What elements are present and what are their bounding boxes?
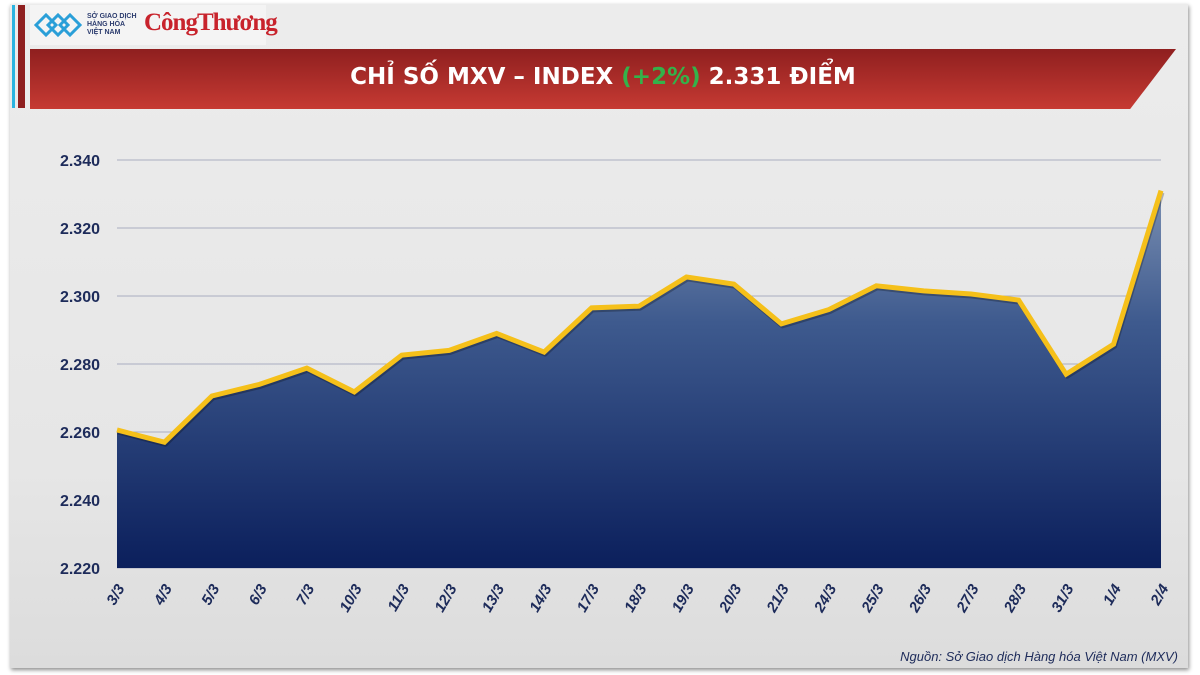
x-tick-label: 28/3 [1000,581,1030,616]
x-tick-label: 13/3 [479,581,509,615]
chart-title: CHỈ SỐ MXV – INDEX (+2%) 2.331 ĐIỂM [30,64,1176,90]
x-tick-label: 1/4 [1100,581,1125,608]
y-tick-label: 2.260 [60,425,100,442]
x-tick-label: 14/3 [526,581,556,615]
y-tick-label: 2.320 [60,221,100,238]
x-tick-label: 6/3 [246,581,271,608]
x-tick-label: 19/3 [669,581,699,615]
y-tick-label: 2.340 [60,153,100,170]
x-tick-label: 26/3 [905,581,935,616]
x-tick-label: 10/3 [336,581,366,615]
y-tick-label: 2.300 [60,289,100,306]
x-tick-label: 24/3 [810,581,840,616]
title-change: (+2%) [621,64,701,90]
title-suffix: 2.331 ĐIỂM [700,64,856,90]
mxv-logo-icon [34,12,83,38]
x-tick-label: 31/3 [1048,581,1078,615]
logo: SỞ GIAO DỊCH HÀNG HÓA VIỆT NAM CôngThươn… [30,5,278,45]
accent-bar-cyan [12,5,15,108]
y-tick-label: 2.240 [60,493,100,510]
x-tick-label: 21/3 [763,581,793,616]
x-tick-label: 17/3 [574,581,604,615]
x-tick-label: 2/4 [1147,581,1173,609]
x-tick-label: 27/3 [953,581,983,616]
y-tick-label: 2.220 [60,561,100,578]
source-note: Nguồn: Sở Giao dịch Hàng hóa Việt Nam (M… [900,649,1178,664]
x-tick-label: 20/3 [716,581,746,616]
x-tick-label: 4/3 [150,581,176,609]
y-tick-label: 2.280 [60,357,100,374]
title-prefix: CHỈ SỐ MXV – INDEX [350,64,622,90]
x-tick-label: 12/3 [431,581,461,615]
x-tick-label: 3/3 [103,581,128,608]
x-tick-label: 25/3 [858,581,888,616]
x-tick-label: 7/3 [293,581,318,608]
x-tick-label: 18/3 [621,581,651,615]
title-banner [30,49,1176,109]
area-fill [117,190,1161,568]
logo-sgd-text: SỞ GIAO DỊCH HÀNG HÓA VIỆT NAM [87,13,137,36]
x-tick-label: 5/3 [198,581,223,608]
logo-congthuong-text: CôngThương [144,9,278,36]
x-tick-label: 11/3 [384,581,413,614]
accent-bar-red [18,5,25,108]
